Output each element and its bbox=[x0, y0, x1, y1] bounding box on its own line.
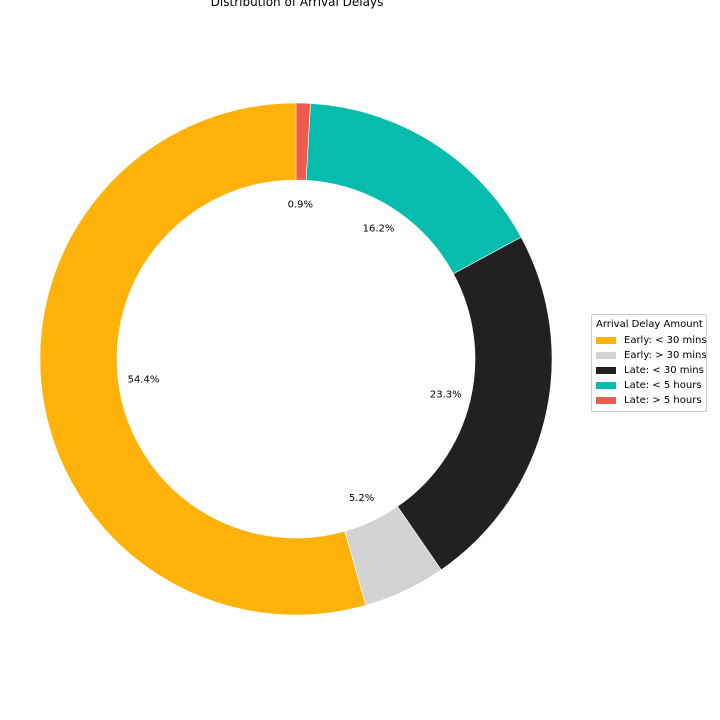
legend-item-2: Late: < 30 mins bbox=[596, 363, 704, 378]
percent-label-2: 23.3% bbox=[430, 389, 462, 400]
legend-label-4: Late: > 5 hours bbox=[624, 395, 702, 406]
legend-swatch-0 bbox=[596, 337, 616, 344]
legend-item-3: Late: < 5 hours bbox=[596, 378, 702, 393]
percent-label-0: 54.4% bbox=[128, 375, 160, 386]
legend-label-2: Late: < 30 mins bbox=[624, 365, 704, 376]
legend-label-1: Early: > 30 mins bbox=[624, 350, 707, 361]
slice-3 bbox=[305, 103, 522, 275]
legend-title: Arrival Delay Amount bbox=[596, 319, 703, 330]
legend-label-3: Late: < 5 hours bbox=[624, 380, 702, 391]
legend-swatch-1 bbox=[596, 352, 616, 359]
percent-label-4: 0.9% bbox=[288, 200, 313, 211]
percent-label-1: 5.2% bbox=[349, 493, 374, 504]
legend-item-4: Late: > 5 hours bbox=[596, 393, 702, 408]
legend-item-0: Early: < 30 mins bbox=[596, 333, 707, 348]
slice-0 bbox=[39, 102, 367, 616]
percent-label-3: 16.2% bbox=[363, 223, 395, 234]
legend-item-1: Early: > 30 mins bbox=[596, 348, 707, 363]
percent-labels: 54.4% 5.2% 23.3% 16.2% 0.9% bbox=[128, 200, 462, 504]
legend-swatch-2 bbox=[596, 367, 616, 374]
donut-slices bbox=[39, 102, 553, 616]
legend-label-0: Early: < 30 mins bbox=[624, 335, 707, 346]
slice-2 bbox=[397, 236, 553, 571]
legend-swatch-4 bbox=[596, 397, 616, 404]
slice-4 bbox=[295, 102, 311, 181]
legend-items: Early: < 30 mins Early: > 30 mins Late: < … bbox=[596, 333, 707, 408]
chart-title: Distribution of Arrival Delays bbox=[211, 0, 384, 9]
legend: Arrival Delay Amount Early: < 30 mins Ear… bbox=[591, 314, 707, 412]
legend-swatch-3 bbox=[596, 382, 616, 389]
